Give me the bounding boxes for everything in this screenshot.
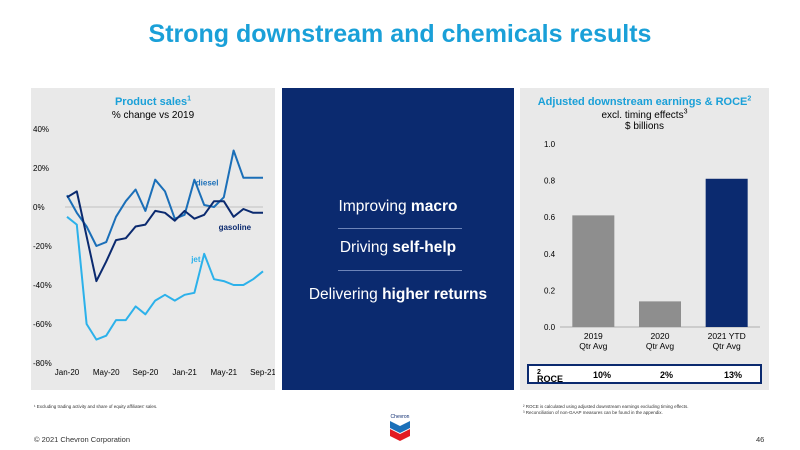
bar-2 (705, 178, 748, 327)
roce-row: ROCE 2 10% 2% 13% (527, 364, 762, 384)
y-tick-label: 0.2 (544, 286, 556, 295)
product-sales-panel (31, 88, 275, 390)
roce-label: ROCE 2 (537, 369, 563, 384)
highlight-line-3-bold: higher returns (382, 286, 488, 303)
x-tick-label: Jan-20 (55, 368, 80, 377)
bar-0 (572, 215, 615, 327)
roce-value-2019: 10% (593, 370, 612, 380)
x-category-label: 2019 (584, 331, 603, 341)
highlight-line-2-prefix: Driving (339, 239, 393, 256)
roce-label-sup: 2 (537, 369, 541, 376)
product-sales-title-text: Product sales (114, 96, 188, 108)
x-category-label: Qtr Avg (646, 341, 674, 351)
y-tick-label: 0.0 (544, 323, 556, 332)
chevron-logo-wordmark: Chevron (391, 414, 410, 420)
product-sales-title-sup: 1 (187, 95, 192, 103)
earnings-title: Adjusted downstream earnings & ROCE2 (520, 95, 769, 108)
x-category-label: Qtr Avg (579, 341, 607, 351)
series-line-gasoline (66, 190, 263, 283)
highlight-line-1-prefix: Improving (338, 198, 411, 215)
y-tick-label: 0.4 (544, 250, 556, 259)
highlights-panel (282, 88, 514, 390)
highlight-line-3-prefix: Delivering (308, 286, 383, 303)
y-tick-label: 0.6 (544, 213, 556, 222)
x-tick-label: Sep-21 (250, 368, 275, 377)
y-tick-label: 0% (33, 203, 45, 212)
roce-label-text: ROCE (537, 374, 564, 384)
chevron-logo: Chevron (390, 414, 410, 441)
earnings-subtitle-text: excl. timing effects (601, 110, 684, 121)
product-sales-line-chart: 40% 20% 0% -20% -40% -60% -80%Jan-20 May-20 Sep-… (33, 125, 275, 377)
x-tick-label: May-21 (210, 368, 237, 377)
series-line-diesel (66, 149, 263, 247)
series-label-gasoline: gasoline (219, 223, 252, 232)
earnings-title-sup: 2 (747, 95, 752, 103)
x-category-label: 2021 YTD (708, 331, 746, 341)
roce-value-2021: 13% (724, 370, 743, 380)
y-tick-label: 20% (33, 164, 49, 173)
earnings-units: $ billions (625, 121, 664, 132)
y-tick-label: 0.8 (544, 177, 556, 186)
footnote-roce: ² ROCE is calculated using adjusted down… (523, 404, 689, 409)
highlight-line-2-bold: self-help (392, 239, 457, 256)
x-category-label: 2020 (651, 331, 670, 341)
y-tick-label: 40% (33, 125, 49, 134)
series-label-jet: jet (190, 255, 201, 264)
chevron-logo-lower-chevron (390, 429, 410, 441)
earnings-subtitle: excl. timing effects3 (520, 108, 769, 121)
footnote-product-sales: ¹ Excluding trading activity and share o… (34, 404, 158, 409)
series-label-diesel: diesel (196, 178, 219, 187)
earnings-subtitle-sup: 3 (683, 108, 688, 116)
page-number: 46 (756, 435, 765, 444)
highlight-line-3: Delivering higher returns (282, 286, 514, 304)
x-tick-label: May-20 (93, 368, 120, 377)
highlight-divider-2 (338, 270, 462, 271)
y-tick-label: -60% (33, 320, 52, 329)
y-tick-label: 1.0 (544, 140, 556, 149)
highlight-line-1: Improving macro (282, 198, 514, 216)
y-tick-label: -20% (33, 242, 52, 251)
highlight-divider-1 (338, 228, 462, 229)
earnings-title-text: Adjusted downstream earnings & ROCE (537, 96, 748, 108)
slide-title: Strong downstream and chemicals results (148, 20, 652, 48)
roce-value-2020: 2% (660, 370, 674, 380)
product-sales-title: Product sales1 (31, 95, 275, 108)
highlight-line-2: Driving self-help (282, 239, 514, 257)
x-tick-label: Jan-21 (172, 368, 197, 377)
product-sales-subtitle: % change vs 2019 (111, 110, 195, 121)
bar-1 (639, 301, 681, 327)
x-tick-label: Sep-20 (133, 368, 159, 377)
copyright-text: © 2021 Chevron Corporation (34, 435, 130, 444)
highlight-line-1-bold: macro (410, 198, 458, 215)
y-tick-label: -80% (33, 359, 52, 368)
series-line-jet (66, 216, 264, 341)
chevron-logo-upper-chevron (390, 421, 410, 433)
y-tick-label: -40% (33, 281, 52, 290)
x-category-label: Qtr Avg (713, 341, 741, 351)
footnote-reconciliation: ³ Reconciliation of non-GAAP measures ca… (523, 410, 663, 415)
